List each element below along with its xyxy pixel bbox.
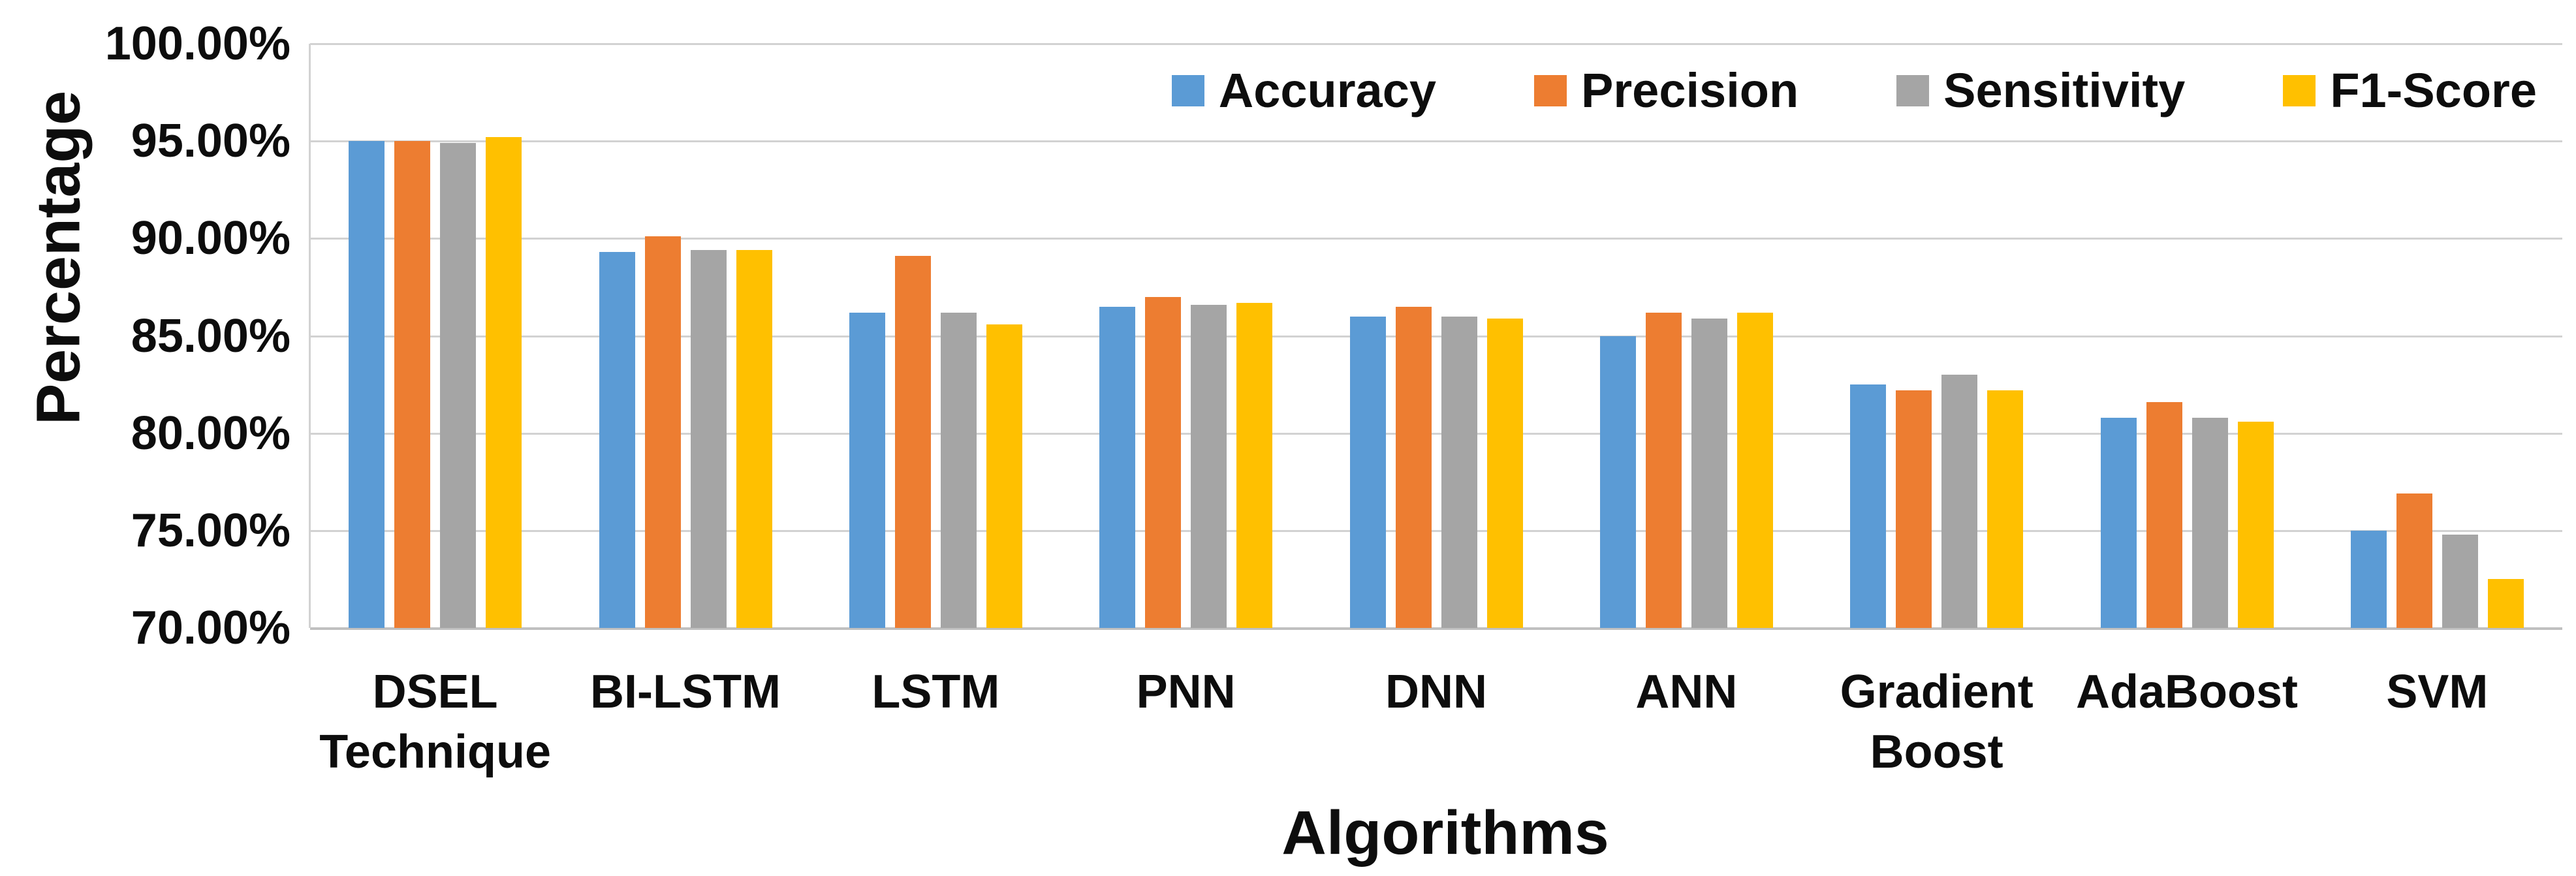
legend-label: F1-Score bbox=[2330, 63, 2537, 117]
y-tick-label: 95.00% bbox=[131, 115, 291, 168]
gridline bbox=[310, 238, 2562, 240]
bar-sensitivity-gradient-boost bbox=[1941, 375, 1978, 628]
bar-precision-dsel-technique bbox=[394, 141, 431, 628]
x-tick-label: Gradient Boost bbox=[1840, 666, 2034, 779]
bar-f1-score-dnn bbox=[1486, 318, 1523, 628]
legend-swatch-icon bbox=[1534, 74, 1567, 106]
bar-sensitivity-pnn bbox=[1191, 304, 1227, 628]
x-tick-label: DSEL Technique bbox=[319, 666, 551, 779]
legend-item-sensitivity: Sensitivity bbox=[1896, 63, 2185, 118]
legend-item-accuracy: Accuracy bbox=[1171, 63, 1437, 118]
bar-sensitivity-ann bbox=[1691, 318, 1727, 628]
bar-sensitivity-svm bbox=[2442, 534, 2478, 628]
bar-accuracy-ann bbox=[1599, 336, 1636, 628]
bar-f1-score-gradient-boost bbox=[1987, 390, 2024, 628]
x-tick-label: PNN bbox=[1136, 666, 1236, 718]
y-tick-label: 100.00% bbox=[104, 18, 291, 70]
bar-sensitivity-dsel-technique bbox=[440, 143, 477, 628]
bar-accuracy-dnn bbox=[1349, 316, 1386, 628]
legend-label: Precision bbox=[1581, 63, 1799, 117]
bar-accuracy-bi-lstm bbox=[599, 252, 635, 628]
bar-precision-gradient-boost bbox=[1896, 390, 1932, 628]
y-axis-line bbox=[309, 44, 311, 628]
legend-swatch-icon bbox=[1171, 74, 1204, 106]
bar-accuracy-dsel-technique bbox=[349, 141, 385, 628]
bar-sensitivity-dnn bbox=[1441, 316, 1477, 628]
y-tick-label: 80.00% bbox=[131, 407, 291, 460]
bar-sensitivity-adaboost bbox=[2191, 417, 2228, 628]
bar-f1-score-pnn bbox=[1236, 302, 1273, 628]
legend: Accuracy Precision Sensitivity F1-Score bbox=[1171, 63, 2537, 118]
bar-f1-score-adaboost bbox=[2237, 421, 2274, 628]
bar-accuracy-adaboost bbox=[2100, 417, 2137, 628]
bar-accuracy-pnn bbox=[1099, 306, 1136, 628]
bar-precision-adaboost bbox=[2146, 401, 2182, 628]
y-tick-label: 90.00% bbox=[131, 212, 291, 265]
legend-label: Accuracy bbox=[1218, 63, 1437, 117]
bar-accuracy-lstm bbox=[849, 312, 885, 628]
x-tick-label: BI-LSTM bbox=[590, 666, 781, 718]
y-tick-label: 85.00% bbox=[131, 309, 291, 362]
x-tick-label: DNN bbox=[1385, 666, 1487, 718]
bar-precision-ann bbox=[1645, 312, 1682, 628]
bar-precision-bi-lstm bbox=[644, 236, 681, 628]
x-axis-title: Algorithms bbox=[1281, 798, 1609, 868]
x-tick-label: AdaBoost bbox=[2076, 666, 2298, 718]
legend-label: Sensitivity bbox=[1943, 63, 2186, 117]
gridline bbox=[310, 140, 2562, 143]
legend-swatch-icon bbox=[2283, 74, 2316, 106]
legend-item-f1-score: F1-Score bbox=[2283, 63, 2537, 118]
bar-precision-svm bbox=[2396, 493, 2432, 628]
bar-f1-score-ann bbox=[1736, 312, 1773, 628]
bar-f1-score-bi-lstm bbox=[736, 250, 772, 628]
x-axis-line bbox=[310, 627, 2562, 630]
x-tick-label: SVM bbox=[2386, 666, 2489, 718]
bar-precision-dnn bbox=[1395, 306, 1432, 628]
gridline bbox=[310, 335, 2562, 337]
bar-f1-score-svm bbox=[2487, 579, 2524, 628]
gridline bbox=[310, 529, 2562, 532]
legend-item-precision: Precision bbox=[1534, 63, 1798, 118]
bar-f1-score-lstm bbox=[986, 324, 1022, 628]
gridline bbox=[310, 43, 2562, 45]
bar-accuracy-svm bbox=[2350, 530, 2387, 628]
gridline bbox=[310, 432, 2562, 435]
y-tick-label: 75.00% bbox=[131, 504, 291, 557]
bar-precision-pnn bbox=[1145, 296, 1182, 628]
x-tick-label: ANN bbox=[1635, 666, 1738, 718]
legend-swatch-icon bbox=[1896, 74, 1930, 106]
bar-sensitivity-lstm bbox=[940, 312, 977, 628]
bar-precision-lstm bbox=[894, 256, 931, 628]
bar-accuracy-gradient-boost bbox=[1850, 384, 1887, 628]
bar-f1-score-dsel-technique bbox=[486, 137, 522, 628]
x-tick-label: LSTM bbox=[872, 666, 1000, 718]
y-tick-label: 70.00% bbox=[131, 602, 291, 654]
bar-sensitivity-bi-lstm bbox=[690, 250, 727, 628]
